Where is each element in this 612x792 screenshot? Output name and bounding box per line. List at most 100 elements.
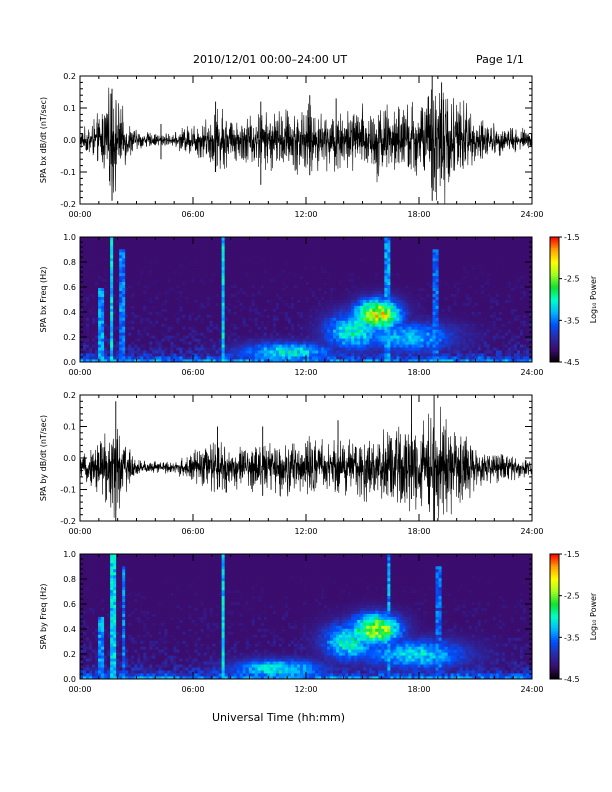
spectrogram-cell: [290, 251, 295, 256]
spectrogram-cell: [206, 237, 210, 241]
spectrogram-cell: [128, 237, 132, 241]
spectrogram-cell: [318, 320, 322, 324]
spectrogram-cell: [110, 296, 114, 300]
spectrogram-cell: [206, 338, 210, 342]
spectrogram-cell: [387, 278, 391, 283]
spectrogram-cell: [152, 275, 156, 280]
spectrogram-cell: [131, 260, 135, 265]
spectrogram-cell: [131, 287, 135, 291]
spectrogram-cell: [209, 335, 213, 339]
spectrogram-cell: [372, 329, 376, 333]
spectrogram-cell: [321, 287, 325, 291]
spectrogram-cell: [302, 248, 307, 253]
spectrogram-cell: [381, 326, 385, 330]
spectrogram-cell: [372, 263, 376, 268]
spectrogram-cell: [299, 248, 304, 253]
spectrogram-cell: [411, 338, 415, 342]
spectrogram-cell: [227, 341, 232, 345]
spectrogram-cell: [299, 239, 304, 244]
spectrogram-cell: [357, 314, 361, 318]
spectrogram-cell: [420, 260, 424, 265]
spectrogram-cell: [116, 338, 120, 342]
spectrogram-cell: [149, 308, 153, 312]
spectrogram-cell: [239, 332, 244, 336]
spectrogram-cell: [128, 272, 132, 277]
spectrogram-cell: [113, 251, 117, 256]
spectrogram-cell: [248, 356, 253, 360]
spectrogram-cell: [260, 314, 265, 318]
spectrogram-cell: [417, 353, 421, 357]
spectrogram-cell: [191, 302, 195, 306]
spectrogram-cell: [293, 239, 298, 244]
spectrogram-cell: [149, 269, 153, 274]
spectrogram-cell: [173, 248, 177, 253]
spectrogram-cell: [384, 329, 388, 333]
spectrogram-cell: [302, 242, 307, 247]
spectrogram-cell: [387, 305, 391, 309]
spectrogram-cell: [107, 323, 111, 327]
spectrogram-cell: [336, 245, 340, 250]
spectrogram-cell: [203, 245, 207, 250]
spectrogram-cell: [185, 356, 189, 360]
spectrogram-cell: [212, 248, 216, 253]
spectrogram-cell: [293, 323, 298, 327]
spectrogram-cell: [194, 335, 198, 339]
spectrogram-cell: [357, 260, 361, 265]
spectrogram-cell: [345, 248, 349, 253]
spectrogram-cell: [227, 302, 232, 306]
spectrogram-cell: [215, 266, 220, 271]
spectrogram-cell: [113, 323, 117, 327]
spectrogram-cell: [107, 287, 111, 291]
spectrogram-cell: [137, 335, 141, 339]
spectrogram-cell: [293, 296, 298, 300]
spectrogram-cell: [420, 287, 424, 291]
spectrogram-cell: [272, 335, 277, 339]
spectrogram-cell: [224, 272, 229, 277]
spectrogram-cell: [357, 347, 361, 351]
spectrogram-cell: [89, 305, 93, 309]
spectrogram-cell: [290, 245, 295, 250]
spectrogram-cell: [215, 242, 220, 247]
spectrogram-cell: [218, 272, 223, 277]
spectrogram-cell: [348, 254, 352, 259]
spectrogram-cell: [200, 329, 204, 333]
spectrogram-cell: [80, 356, 84, 360]
spectrogram-cell: [411, 281, 415, 286]
spectrogram-cell: [230, 239, 235, 244]
spectrogram-cell: [194, 239, 198, 244]
spectrogram-cell: [146, 239, 150, 244]
spectrogram-cell: [333, 293, 337, 297]
spectrogram-cell: [242, 299, 247, 303]
spectrogram-cell: [122, 341, 126, 345]
spectrogram-cell: [306, 296, 310, 300]
spectrogram-cell: [302, 350, 307, 354]
spectrogram-cell: [327, 263, 331, 268]
spectrogram-cell: [245, 335, 250, 339]
spectrogram-cell: [113, 299, 117, 303]
spectrogram-cell: [164, 260, 168, 265]
spectrogram-cell: [330, 299, 334, 303]
spectrogram-cell: [167, 323, 171, 327]
spectrogram-cell: [110, 242, 114, 247]
spectrogram-cell: [366, 347, 370, 351]
spectrogram-cell: [296, 359, 301, 363]
spectrogram-cell: [101, 248, 105, 253]
spectrogram-cell: [357, 242, 361, 247]
spectrogram-cell: [215, 350, 220, 354]
spectrogram-cell: [128, 314, 132, 318]
spectrogram-cell: [318, 332, 322, 336]
spectrogram-cell: [263, 311, 268, 315]
spectrogram-cell: [363, 275, 367, 280]
spectrogram-cell: [426, 287, 430, 291]
spectrogram-cell: [375, 344, 379, 348]
spectrogram-cell: [104, 266, 108, 271]
spectrogram-cell: [275, 305, 280, 309]
spectrogram-cell: [239, 323, 244, 327]
spectrogram-cell: [242, 254, 247, 259]
spectrogram-cell: [125, 305, 129, 309]
spectrogram-cell: [227, 353, 232, 357]
spectrogram-cell: [125, 248, 129, 253]
spectrogram-cell: [230, 302, 235, 306]
spectrogram-cell: [327, 359, 331, 363]
spectrogram-cell: [399, 308, 403, 312]
